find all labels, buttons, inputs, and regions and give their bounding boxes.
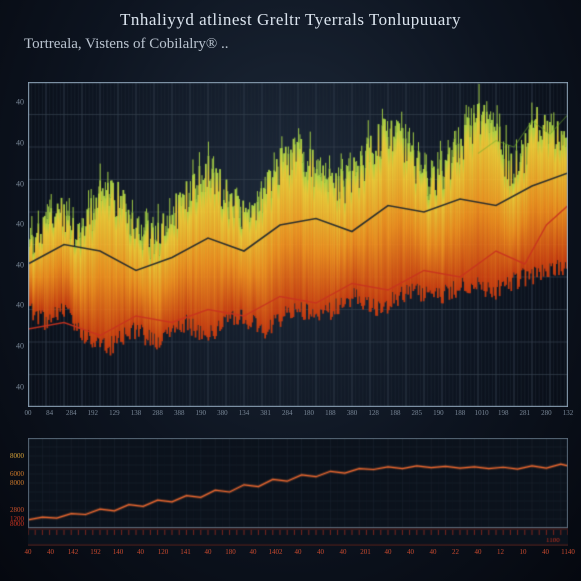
x-tick: 381 (260, 409, 271, 417)
sub-x-tick: 12 (497, 548, 504, 556)
x-tick: 129 (109, 409, 120, 417)
x-tick: 190 (433, 409, 444, 417)
x-tick: 380 (347, 409, 358, 417)
titles: Tnhaliyyd atlinest Greltr Tyerrals Tonlu… (0, 10, 581, 53)
main-chart-canvas (28, 82, 568, 407)
sub-x-tick: 40 (542, 548, 549, 556)
x-tick: 284 (66, 409, 77, 417)
x-tick: 380 (217, 409, 228, 417)
sub-x-tick: 40 (295, 548, 302, 556)
x-tick: 84 (46, 409, 53, 417)
sub-x-tick: 40 (137, 548, 144, 556)
sub-x-tick: 180 (225, 548, 236, 556)
x-tick: 190 (196, 409, 207, 417)
sub-x-tick: 40 (25, 548, 32, 556)
sub-x-tick: 40 (47, 548, 54, 556)
sub-x-tick: 140 (113, 548, 124, 556)
sub-x-tick: 192 (90, 548, 101, 556)
x-tick: 188 (455, 409, 466, 417)
x-tick: 192 (88, 409, 99, 417)
x-tick: 188 (390, 409, 401, 417)
main-y-axis: 40 40 40 40 40 40 40 40 (2, 82, 26, 407)
sub-x-tick: 40 (475, 548, 482, 556)
sub-y-tick: 2800 (10, 506, 24, 514)
sub-x-tick: 22 (452, 548, 459, 556)
x-tick: 388 (174, 409, 185, 417)
sub-y-axis: 800060008000280012008000 (2, 438, 26, 546)
sub-y-tick: 8000 (10, 452, 24, 460)
y-tick: 40 (16, 98, 24, 107)
x-tick: 281 (520, 409, 531, 417)
x-tick: 180 (304, 409, 315, 417)
sub-chart-canvas (28, 438, 568, 546)
sub-x-tick: 40 (205, 548, 212, 556)
x-tick: 284 (282, 409, 293, 417)
x-tick: 198 (498, 409, 509, 417)
sub-x-axis: 40 40 142 192 140 40 120 141 40 180 40 1402 40 40 40 20… (28, 548, 568, 558)
sub-y-tick: 6000 (10, 470, 24, 478)
sub-x-tick: 40 (250, 548, 257, 556)
x-tick: 280 (541, 409, 552, 417)
y-tick: 40 (16, 138, 24, 147)
sub-x-tick: 40 (407, 548, 414, 556)
sub-x-tick: 40 (385, 548, 392, 556)
chart-title: Tnhaliyyd atlinest Greltr Tyerrals Tonlu… (0, 10, 581, 30)
x-tick: 1010 (475, 409, 489, 417)
sub-x-tick: 40 (430, 548, 437, 556)
x-tick: 132 (563, 409, 574, 417)
y-tick: 40 (16, 179, 24, 188)
sub-chart: 800060008000280012008000 404014219214040… (28, 438, 568, 546)
x-tick: 134 (239, 409, 250, 417)
sub-x-tick: 10 (520, 548, 527, 556)
main-x-axis: 00 84 284 192 129 138 288 388 190 380 134 381 284 180… (28, 409, 568, 421)
sub-y-tick: 8000 (10, 520, 24, 528)
x-tick: 288 (152, 409, 163, 417)
sub-x-tick: 40 (340, 548, 347, 556)
x-tick: 285 (412, 409, 423, 417)
sub-x-tick: 1402 (269, 548, 283, 556)
main-chart: 4040404040404040 00842841921291382883881… (28, 82, 568, 407)
chart-subtitle: Tortreala, Vistens of Cobilalry® .. (0, 36, 581, 53)
y-tick: 40 (16, 382, 24, 391)
sub-x-tick: 142 (68, 548, 79, 556)
sub-x-tick: 1140 (561, 548, 575, 556)
x-tick: 128 (368, 409, 379, 417)
y-tick: 40 (16, 301, 24, 310)
y-tick: 40 (16, 220, 24, 229)
y-tick: 40 (16, 260, 24, 269)
sub-x-tick: 40 (317, 548, 324, 556)
sub-x-tick: 141 (180, 548, 191, 556)
sub-x-tick: 201 (360, 548, 371, 556)
y-tick: 40 (16, 342, 24, 351)
x-tick: 00 (25, 409, 32, 417)
sub-y-tick: 8000 (10, 479, 24, 487)
sub-x-tick: 120 (158, 548, 169, 556)
x-tick: 138 (131, 409, 142, 417)
x-tick: 188 (325, 409, 336, 417)
